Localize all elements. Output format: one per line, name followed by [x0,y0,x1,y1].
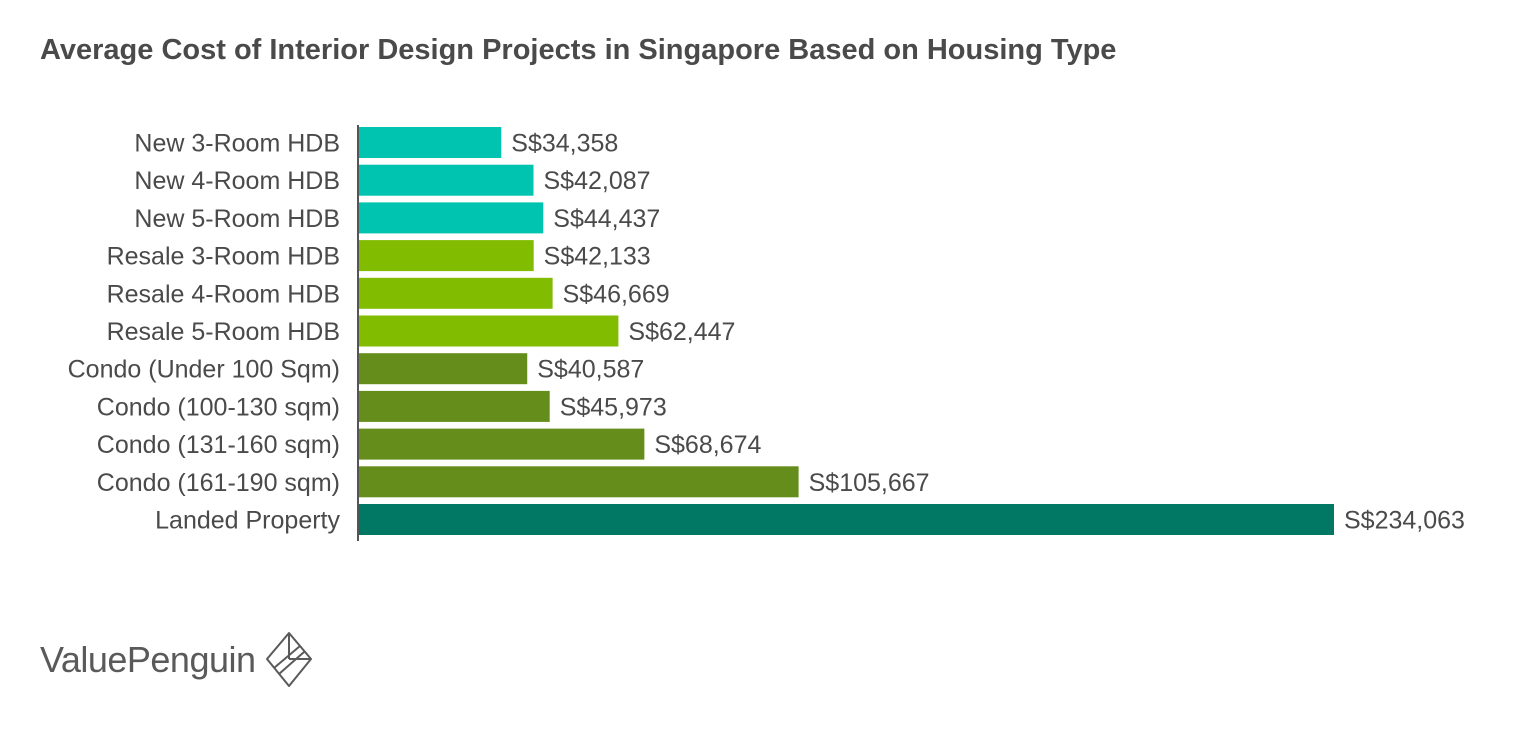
valuepenguin-logo-icon [265,632,312,687]
category-label: New 5-Room HDB [134,205,340,233]
bar [358,240,534,272]
bar [358,466,799,498]
data-label: S$62,447 [628,318,735,346]
category-label: Condo (100-130 sqm) [97,393,340,421]
data-label: S$68,674 [654,431,761,459]
data-label: S$46,669 [563,280,670,308]
bar [358,164,534,196]
bar [358,504,1334,535]
bar [358,315,619,347]
category-label: New 3-Room HDB [134,130,340,158]
brand-footer: ValuePenguin [40,630,314,690]
category-label: Resale 3-Room HDB [107,243,340,271]
bar [358,390,550,422]
bar [358,277,553,309]
category-label: Condo (131-160 sqm) [97,431,340,459]
chart-title: Average Cost of Interior Design Projects… [40,34,1117,66]
category-label: Condo (Under 100 Sqm) [68,356,340,384]
data-label: S$44,437 [553,205,660,233]
brand-name: ValuePenguin [40,639,256,680]
data-label: S$42,133 [544,243,651,271]
data-label: S$40,587 [537,356,644,384]
category-label: Resale 4-Room HDB [107,280,340,308]
category-label: New 4-Room HDB [134,167,340,195]
category-label: Condo (161-190 sqm) [97,469,340,497]
bar [358,202,544,234]
category-label: Resale 5-Room HDB [107,318,340,346]
data-label: S$105,667 [809,469,930,497]
bar [358,127,502,158]
data-label: S$45,973 [560,393,667,421]
data-label: S$234,063 [1344,507,1465,535]
data-label: S$34,358 [511,130,618,158]
bar [358,428,645,460]
bar [358,353,528,385]
data-label: S$42,087 [543,167,650,195]
category-label: Landed Property [155,507,340,535]
